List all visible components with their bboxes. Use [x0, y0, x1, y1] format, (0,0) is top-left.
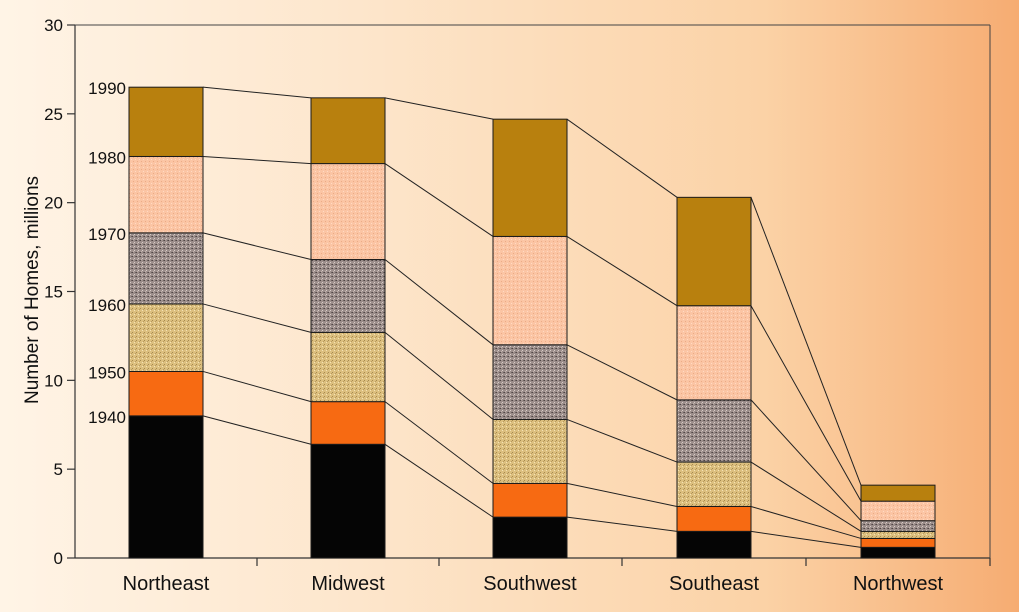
bar-segment-1960-southwest	[492, 418, 568, 484]
connector-1970	[202, 232, 312, 261]
bar-segment-1940-northeast	[128, 415, 204, 559]
y-tick-label: 25	[44, 105, 63, 124]
y-tick-label: 20	[44, 194, 63, 213]
bar-segment-1960-midwest	[310, 331, 386, 403]
bar-segment-1980-midwest	[310, 163, 386, 261]
year-label-1940: 1940	[88, 408, 126, 427]
bar-segment-1980-southwest	[492, 235, 568, 346]
x-axis-ticks	[256, 558, 991, 566]
year-labels: 1940 1950 1960 1970 1980 1990	[88, 79, 126, 427]
y-tick-label: 10	[44, 371, 63, 390]
connector-1960	[384, 331, 494, 420]
bar-segment-1950-northeast	[128, 370, 204, 417]
bar-segment-1950-northwest	[860, 537, 936, 548]
bar-segment-1940-midwest	[310, 443, 386, 559]
connector-1940	[202, 415, 312, 445]
connector-1950	[750, 505, 862, 539]
bar-segment-1970-southwest	[492, 344, 568, 420]
connector-1950	[202, 370, 312, 403]
connector-1960	[202, 303, 312, 333]
bar-segment-1970-northeast	[128, 232, 204, 305]
connector-1990	[202, 86, 312, 99]
category-label-southeast: Southeast	[669, 573, 760, 595]
connector-1990	[566, 118, 678, 198]
bar-segment-1980-southeast	[676, 305, 752, 401]
connector-1940	[750, 530, 862, 548]
bar-segment-1980-northwest	[860, 500, 936, 522]
bar-segment-1990-southeast	[676, 196, 752, 307]
connector-1980	[750, 305, 862, 502]
category-label-northeast: Northeast	[123, 573, 210, 595]
bar-segment-1990-midwest	[310, 97, 386, 165]
connector-1970	[750, 399, 862, 522]
connector-1960	[566, 418, 678, 463]
category-labels: Northeast Midwest Southwest Southeast Northw…	[123, 573, 944, 595]
y-tick-label: 15	[44, 283, 63, 302]
y-tick-label: 5	[54, 460, 63, 479]
bar-segment-1940-southwest	[492, 516, 568, 559]
bar-segment-1970-midwest	[310, 259, 386, 333]
bar-segment-1970-southeast	[676, 399, 752, 463]
connector-1980	[566, 236, 678, 307]
year-label-1980: 1980	[88, 148, 126, 167]
connector-1950	[566, 482, 678, 507]
connector-1990	[750, 197, 862, 486]
bar-segment-1970-northwest	[860, 520, 936, 532]
year-label-1950: 1950	[88, 363, 126, 382]
connector-lines	[202, 86, 862, 548]
bars	[128, 86, 936, 559]
connector-1980	[202, 155, 312, 165]
bar-segment-1950-southwest	[492, 482, 568, 518]
bar-segment-1990-northeast	[128, 86, 204, 157]
bar-segment-1980-northeast	[128, 155, 204, 234]
connector-1980	[384, 163, 494, 237]
y-tick-label: 30	[44, 16, 63, 35]
y-axis-title: Number of Homes, millions	[22, 176, 43, 404]
bar-segment-1950-midwest	[310, 401, 386, 445]
bar-segment-1990-southwest	[492, 118, 568, 237]
bar-segment-1960-northeast	[128, 303, 204, 372]
connector-1950	[384, 401, 494, 484]
year-label-1960: 1960	[88, 296, 126, 315]
year-label-1970: 1970	[88, 225, 126, 244]
year-label-1990: 1990	[88, 79, 126, 98]
y-tick-label: 0	[54, 549, 63, 568]
connector-1960	[750, 461, 862, 532]
y-axis-ticks: 0 5 10 15 20 25 30	[44, 16, 75, 568]
bar-segment-1960-southeast	[676, 461, 752, 507]
connector-1970	[384, 259, 494, 346]
bar-segment-1940-northwest	[860, 546, 936, 559]
connector-1990	[384, 97, 494, 120]
bar-segment-1940-southeast	[676, 530, 752, 559]
connector-1940	[384, 443, 494, 518]
bar-segment-1950-southeast	[676, 505, 752, 532]
category-label-northwest: Northwest	[853, 573, 943, 595]
bar-segment-1960-northwest	[860, 530, 936, 539]
bar-segment-1990-northwest	[860, 484, 936, 502]
category-label-southwest: Southwest	[483, 573, 577, 595]
category-label-midwest: Midwest	[311, 573, 385, 595]
connector-1970	[566, 344, 678, 401]
connector-1940	[566, 516, 678, 532]
